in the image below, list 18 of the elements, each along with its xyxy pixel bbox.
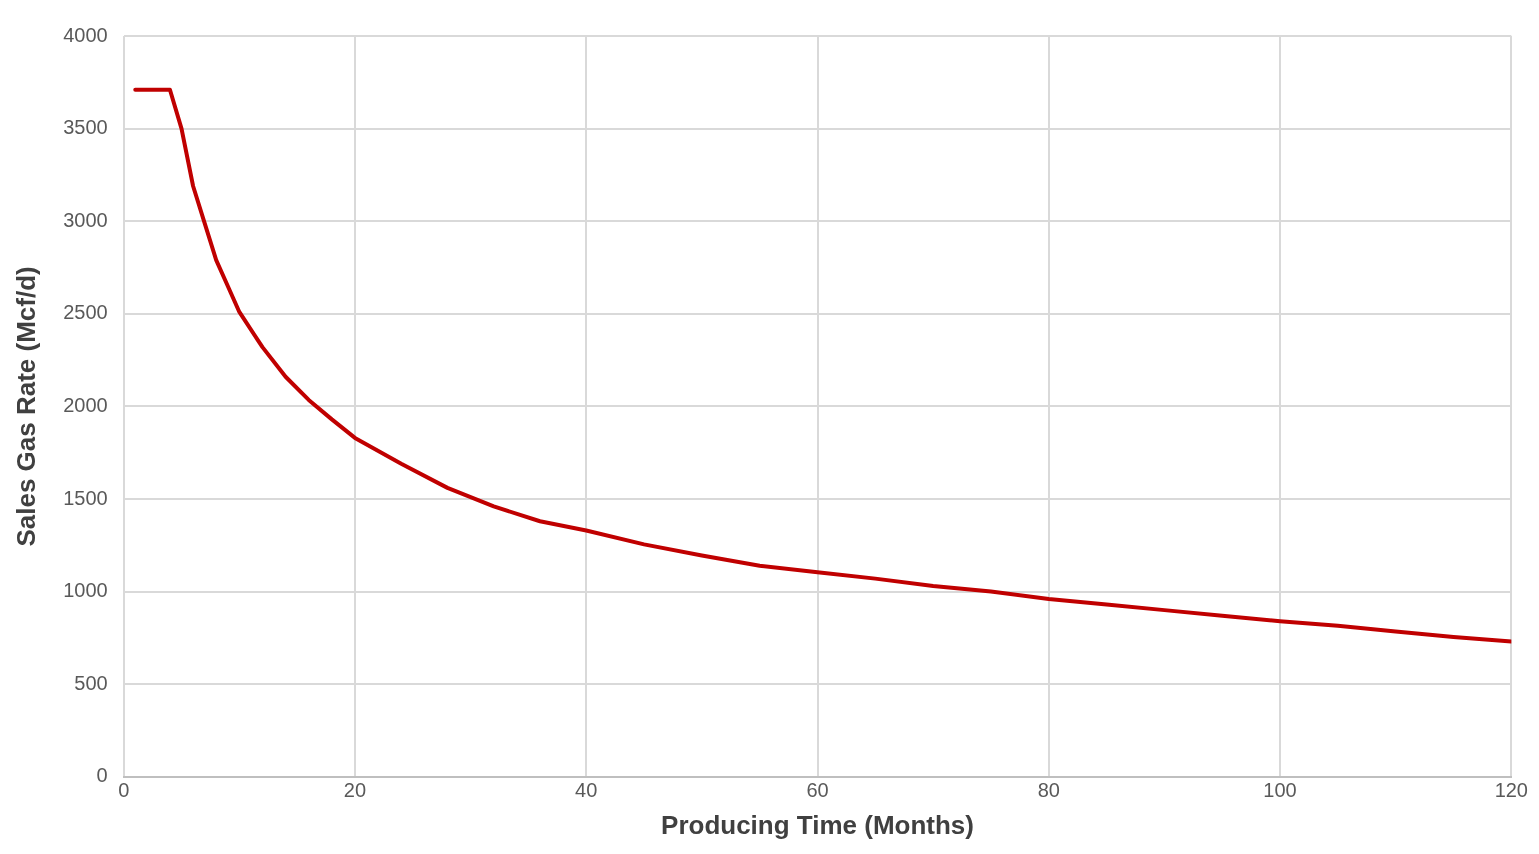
x-tick-label: 20 xyxy=(343,779,367,802)
x-tick-label: 120 xyxy=(1494,779,1528,802)
y-tick-label: 500 xyxy=(74,671,108,694)
x-tick-label: 80 xyxy=(1037,779,1060,802)
x-tick-label: 40 xyxy=(575,779,598,802)
x-tick-label: 100 xyxy=(1263,779,1297,802)
y-tick-label: 1500 xyxy=(63,486,108,509)
y-tick-label: 3500 xyxy=(63,116,108,139)
y-tick-label: 1000 xyxy=(63,579,108,602)
y-tick-label: 0 xyxy=(96,764,108,787)
y-tick-label: 3000 xyxy=(63,208,108,231)
y-axis-title: Sales Gas Rate (Mcf/d) xyxy=(10,266,41,547)
y-tick-label: 4000 xyxy=(63,23,108,46)
y-tick-label: 2000 xyxy=(63,393,108,416)
x-tick-label: 0 xyxy=(118,779,130,802)
x-axis-title: Producing Time (Months) xyxy=(661,809,974,840)
y-tick-label: 2500 xyxy=(63,301,108,324)
x-tick-label: 60 xyxy=(806,779,829,802)
